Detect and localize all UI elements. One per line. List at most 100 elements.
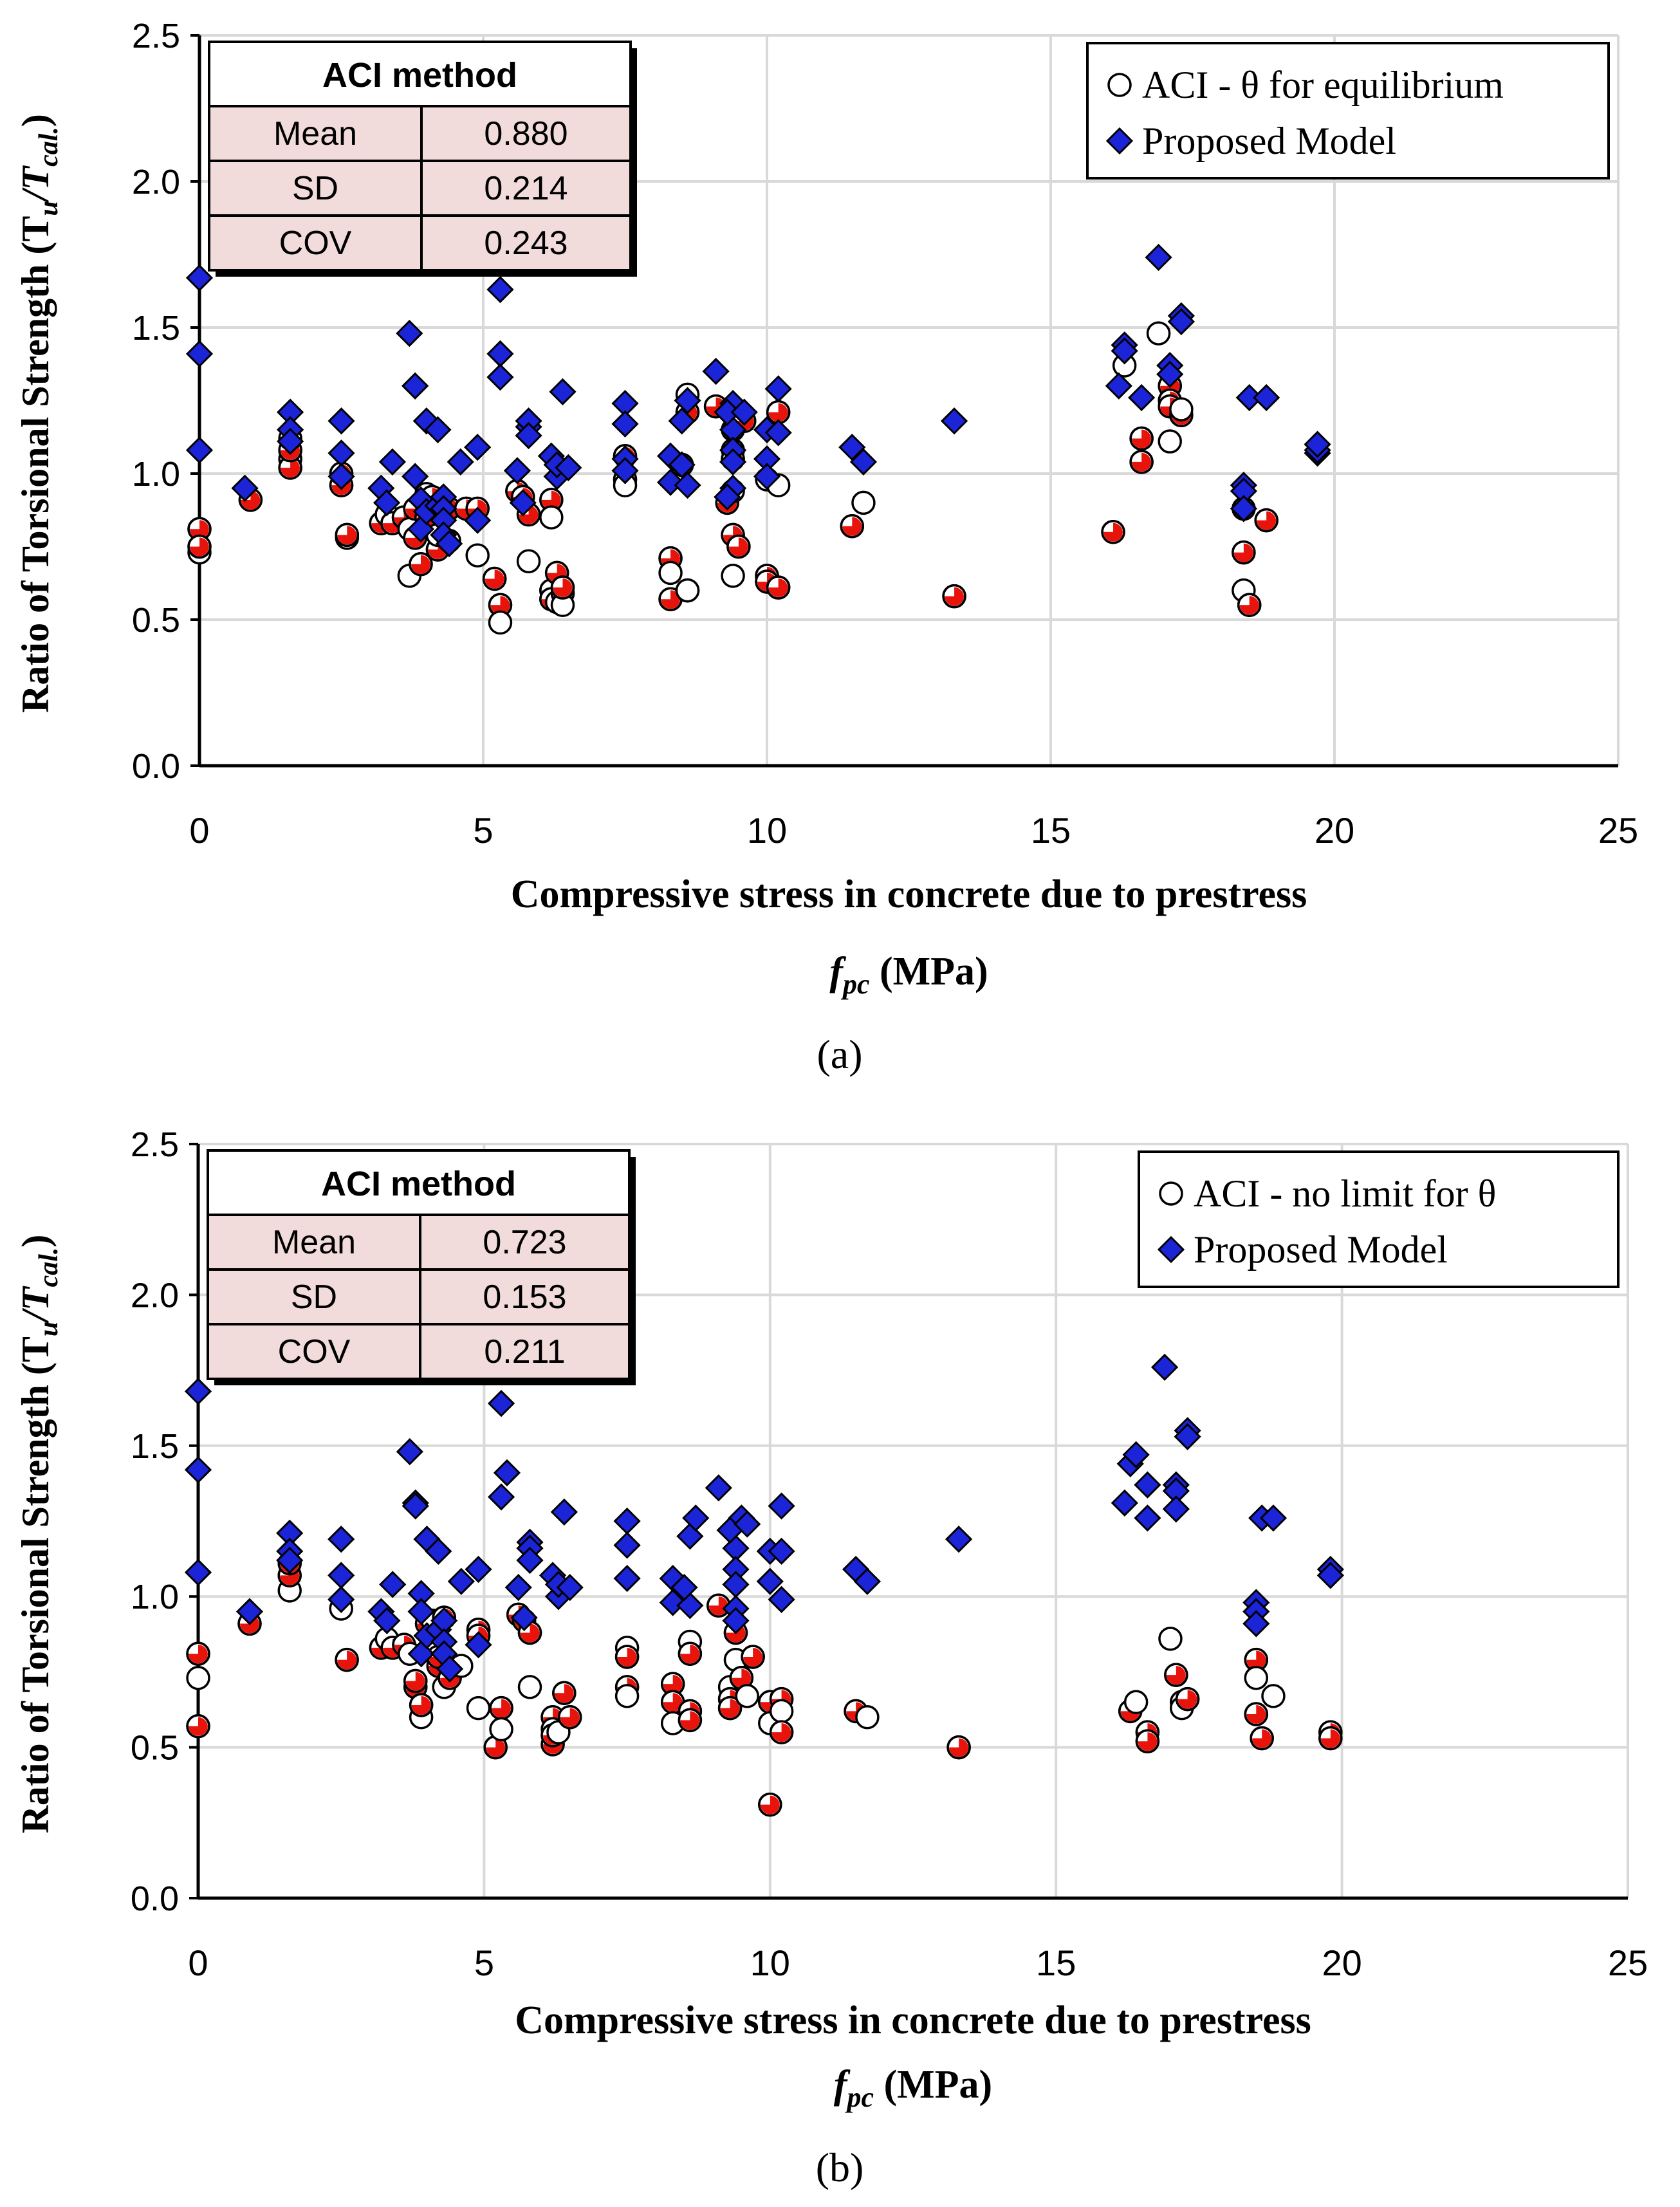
data-point-proposed <box>550 1498 578 1526</box>
data-point-aci-ring <box>1250 1726 1274 1751</box>
data-point-aci <box>1244 1666 1269 1690</box>
data-point-aci <box>1261 1684 1286 1708</box>
data-point-aci-fill <box>486 1738 506 1757</box>
data-point-aci <box>489 1695 513 1721</box>
data-point-proposed <box>940 407 968 435</box>
data-point-aci <box>1164 1663 1188 1687</box>
data-point-aci <box>516 549 541 573</box>
data-point-aci-ring <box>1254 508 1278 533</box>
data-point-proposed <box>515 421 542 450</box>
data-point-aci-fill <box>411 1695 431 1715</box>
data-point-proposed <box>1304 430 1331 458</box>
data-point-proposed <box>1174 1423 1201 1450</box>
x-tick-label: 5 <box>473 810 493 851</box>
x-axis-label: Compressive stress in concrete due to pr… <box>511 873 1307 916</box>
data-point-aci-fill <box>663 1693 683 1712</box>
data-point-proposed <box>549 378 577 406</box>
data-point-proposed <box>756 1567 784 1595</box>
y-tick-label: 0.5 <box>131 1729 179 1768</box>
data-point-aci <box>1135 1729 1160 1753</box>
data-point-proposed <box>276 427 304 456</box>
data-point-proposed <box>493 1459 521 1487</box>
data-point-aci <box>466 1695 491 1721</box>
stats-table-title: ACI method <box>322 56 517 95</box>
stats-table-cell <box>420 214 632 272</box>
data-point-proposed <box>276 1546 304 1574</box>
x-tick-label: 10 <box>747 810 787 851</box>
data-point-aci-ring <box>1129 426 1154 451</box>
stats-row-label: COV <box>279 225 352 262</box>
data-point-aci-fill <box>842 517 862 536</box>
data-point-aci-fill <box>190 537 209 557</box>
data-point-proposed <box>722 1607 750 1634</box>
data-point-proposed <box>509 489 537 517</box>
data-point-proposed <box>486 340 514 367</box>
data-point-aci <box>1250 1726 1274 1751</box>
data-point-proposed <box>1111 337 1138 365</box>
x-tick-label: 25 <box>1598 810 1638 851</box>
data-point-proposed <box>613 1531 641 1559</box>
data-point-proposed <box>516 1546 544 1574</box>
x-tick-label: 15 <box>1036 1943 1076 1983</box>
data-point-proposed <box>659 1589 687 1616</box>
data-point-aci-fill <box>1103 522 1123 542</box>
data-point-aci-outline <box>1169 397 1194 421</box>
data-point-aci-outline <box>1158 1627 1183 1651</box>
data-point-aci-outline <box>517 1675 542 1699</box>
data-point-aci-ring <box>840 513 865 539</box>
data-point-aci-fill <box>1257 511 1277 530</box>
data-point-proposed <box>611 410 639 438</box>
data-point-aci-fill <box>720 1699 740 1718</box>
data-point-aci <box>726 534 751 559</box>
data-point-aci-outline <box>1146 321 1171 346</box>
data-point-aci <box>1318 1726 1343 1751</box>
legend: ACI - θ for equilibrium Proposed Model <box>1086 42 1610 180</box>
data-point-aci-ring <box>726 534 751 559</box>
data-point-aci-fill <box>1246 1705 1266 1724</box>
y-tick-label: 1.0 <box>131 1578 179 1616</box>
stats-table-cell <box>208 214 423 272</box>
data-point-aci <box>517 1675 542 1699</box>
x-axis-unit-label: fpc (MPa) <box>829 950 988 1000</box>
data-point-aci-fill <box>190 520 209 539</box>
data-point-aci-ring <box>550 575 575 600</box>
data-point-proposed <box>447 448 474 476</box>
chart-panel-a: 0.0 0.5 1.0 1.5 2.0 2.5 0 5 10 15 20 25 Compressive … <box>14 17 1638 1077</box>
data-point-aci <box>758 1792 782 1817</box>
data-point-aci <box>187 517 212 542</box>
data-point-aci <box>769 1699 794 1724</box>
data-point-aci-ring <box>946 1735 971 1760</box>
data-point-proposed <box>378 448 407 476</box>
data-point-aci <box>614 1684 640 1708</box>
stats-table-cell <box>207 1268 421 1325</box>
data-point-aci <box>678 1641 703 1667</box>
data-point-aci <box>186 1666 210 1690</box>
data-point-aci-ring <box>186 1714 210 1739</box>
data-point-proposed <box>373 1607 401 1634</box>
data-point-proposed <box>379 1571 407 1598</box>
y-tick-label: 1.5 <box>132 309 180 347</box>
stats-row-value: 0.153 <box>483 1279 566 1316</box>
stats-table-cell <box>420 160 632 217</box>
data-point-proposed <box>1150 1353 1179 1381</box>
data-point-aci <box>409 551 433 577</box>
data-point-proposed <box>849 448 878 476</box>
x-tick-label: 20 <box>1315 810 1354 851</box>
data-point-aci <box>766 575 791 600</box>
data-point-aci-fill <box>617 1647 637 1667</box>
data-point-aci-ring <box>766 575 791 600</box>
data-point-aci-ring <box>557 1704 582 1730</box>
data-point-proposed <box>235 1598 264 1625</box>
x-tick-label: 15 <box>1031 810 1071 851</box>
data-point-proposed <box>719 448 747 476</box>
data-point-aci-fill <box>1239 596 1259 615</box>
legend-box <box>1138 1150 1620 1288</box>
stats-row-value: 0.723 <box>483 1224 566 1261</box>
data-point-proposed <box>435 530 463 558</box>
data-point-aci <box>942 584 966 609</box>
stats-table-header <box>208 41 632 107</box>
panel-label: (b) <box>816 2145 864 2190</box>
legend-label-aci: ACI - θ for equilibrium <box>1142 64 1504 106</box>
data-point-aci-outline <box>769 1699 794 1724</box>
data-point-proposed <box>1167 308 1195 336</box>
